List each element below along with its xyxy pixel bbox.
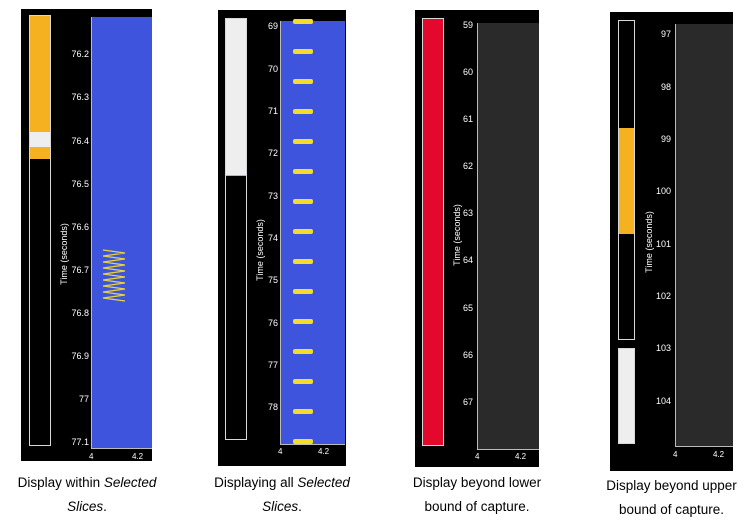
y-tick: 75 — [267, 275, 278, 285]
y-tick: 102 — [655, 291, 671, 301]
panel-beyond-lower-bound: Time (seconds) 59 60 61 62 63 64 65 66 6… — [415, 10, 539, 467]
spectrogram-plot[interactable] — [280, 19, 345, 445]
selected-slices-segment[interactable] — [619, 128, 634, 234]
slice-marker — [293, 379, 313, 384]
y-tick: 65 — [462, 303, 473, 313]
slice-selection-bar[interactable] — [29, 15, 51, 446]
slice-marker — [293, 79, 313, 84]
current-view-marker[interactable] — [226, 19, 246, 175]
y-tick: 61 — [462, 114, 473, 124]
y-tick: 74 — [267, 233, 278, 243]
slice-selection-bar[interactable] — [618, 20, 635, 340]
spectrogram-plot[interactable] — [91, 17, 152, 449]
selected-slices-segment[interactable] — [30, 16, 50, 132]
x-tick: 4 — [89, 452, 94, 461]
slice-marker — [293, 439, 313, 444]
y-tick: 62 — [462, 161, 473, 171]
slice-marker — [293, 19, 313, 24]
slice-selection-bar[interactable] — [422, 18, 444, 446]
y-tick: 71 — [267, 106, 278, 116]
waveform-trace — [102, 249, 126, 302]
spectrogram-plot[interactable] — [477, 23, 539, 450]
y-tick: 76.5 — [71, 179, 89, 189]
slice-marker — [293, 109, 313, 114]
y-tick: 76.7 — [71, 265, 89, 275]
y-tick: 66 — [462, 350, 473, 360]
slice-marker — [293, 49, 313, 54]
y-tick: 76.2 — [71, 49, 89, 59]
y-tick: 99 — [660, 134, 671, 144]
y-tick: 77 — [78, 394, 89, 404]
caption-panel-4: Display beyond upper bound of capture. — [606, 478, 737, 517]
y-tick: 76.8 — [71, 308, 89, 318]
y-tick: 70 — [267, 64, 278, 74]
y-tick: 72 — [267, 148, 278, 158]
y-tick: 97 — [660, 29, 671, 39]
y-tick: 77.1 — [71, 437, 89, 447]
caption-panel-3: Display beyond lower bound of capture. — [412, 475, 542, 514]
y-tick: 77 — [267, 360, 278, 370]
y-axis-label: Time (seconds) — [255, 219, 265, 281]
panel-beyond-upper-bound: Time (seconds) 97 98 99 100 101 102 103 … — [610, 12, 733, 471]
slice-marker — [293, 199, 313, 204]
y-tick: 76 — [267, 318, 278, 328]
slice-marker — [293, 319, 313, 324]
x-tick: 4 — [673, 450, 678, 459]
slice-marker — [293, 139, 313, 144]
selected-slices-segment-lower[interactable] — [30, 147, 50, 159]
y-tick: 76.4 — [71, 136, 89, 146]
panel-all-selected-slices: Time (seconds) 69 70 71 72 73 74 75 76 7… — [218, 10, 346, 466]
y-tick: 76.3 — [71, 92, 89, 102]
slice-marker — [293, 259, 313, 264]
y-tick: 98 — [660, 82, 671, 92]
spectrogram-plot[interactable] — [675, 24, 733, 447]
y-tick: 63 — [462, 208, 473, 218]
y-axis-label: Time (seconds) — [59, 223, 69, 285]
x-tick: 4.2 — [713, 450, 725, 459]
caption-panel-1: Display within Selected Slices. — [17, 475, 157, 514]
panel-within-selected-slices: Time (seconds) 76.2 76.3 76.4 76.5 76.6 … — [21, 9, 152, 461]
slice-marker — [293, 229, 313, 234]
slice-selection-bar[interactable] — [225, 18, 247, 440]
view-edge-line — [226, 175, 246, 176]
slice-marker — [293, 169, 313, 174]
y-tick: 67 — [462, 397, 473, 407]
x-tick: 4 — [278, 447, 283, 456]
y-tick: 69 — [267, 21, 278, 31]
y-tick: 60 — [462, 67, 473, 77]
slice-marker — [293, 349, 313, 354]
slice-marker — [293, 289, 313, 294]
x-tick: 4.2 — [318, 447, 330, 456]
y-tick: 76.9 — [71, 351, 89, 361]
y-tick: 101 — [655, 239, 671, 249]
y-tick: 103 — [655, 343, 671, 353]
x-tick: 4.2 — [515, 452, 527, 461]
current-view-marker[interactable] — [30, 132, 50, 147]
y-tick: 73 — [267, 191, 278, 201]
y-tick: 59 — [462, 20, 473, 30]
y-tick: 64 — [462, 255, 473, 265]
slice-marker — [293, 409, 313, 414]
y-tick: 100 — [655, 186, 671, 196]
y-tick: 76.6 — [71, 222, 89, 232]
caption-panel-2: Displaying all Selected Slices. — [214, 475, 350, 514]
y-tick: 104 — [655, 396, 671, 406]
y-tick: 78 — [267, 402, 278, 412]
x-tick: 4.2 — [132, 452, 144, 461]
x-tick: 4 — [475, 452, 480, 461]
current-view-marker[interactable] — [618, 348, 635, 444]
